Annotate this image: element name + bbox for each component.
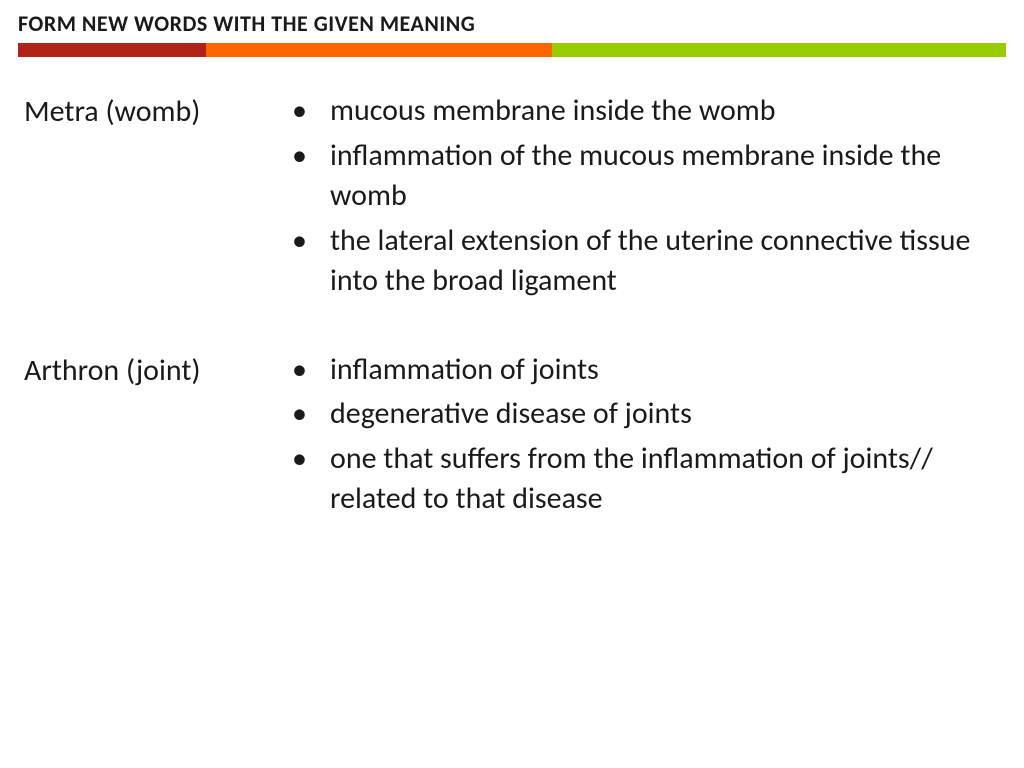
definition-item: inflammation of joints — [274, 350, 1000, 391]
definition-item: one that suffers from the inflammation o… — [274, 439, 1000, 520]
content-area: Metra (womb) mucous membrane inside the … — [18, 91, 1006, 524]
definition-list: mucous membrane inside the womb inflamma… — [274, 91, 1000, 306]
color-bar — [18, 43, 1006, 57]
definition-item: inflammation of the mucous membrane insi… — [274, 136, 1000, 217]
color-bar-segment — [18, 43, 206, 57]
slide: FORM NEW WORDS WITH THE GIVEN MEANING Me… — [0, 0, 1024, 578]
definition-item: the lateral extension of the uterine con… — [274, 221, 1000, 302]
color-bar-segment — [206, 43, 552, 57]
definition-item: mucous membrane inside the womb — [274, 91, 1000, 132]
term-label: Arthron (joint) — [24, 350, 274, 389]
slide-title: FORM NEW WORDS WITH THE GIVEN MEANING — [18, 10, 1006, 37]
term-label: Metra (womb) — [24, 91, 274, 130]
term-row: Metra (womb) mucous membrane inside the … — [24, 91, 1000, 306]
term-row: Arthron (joint) inflammation of joints d… — [24, 350, 1000, 524]
definition-item: degenerative disease of joints — [274, 394, 1000, 435]
color-bar-segment — [552, 43, 1006, 57]
definition-list: inflammation of joints degenerative dise… — [274, 350, 1000, 524]
